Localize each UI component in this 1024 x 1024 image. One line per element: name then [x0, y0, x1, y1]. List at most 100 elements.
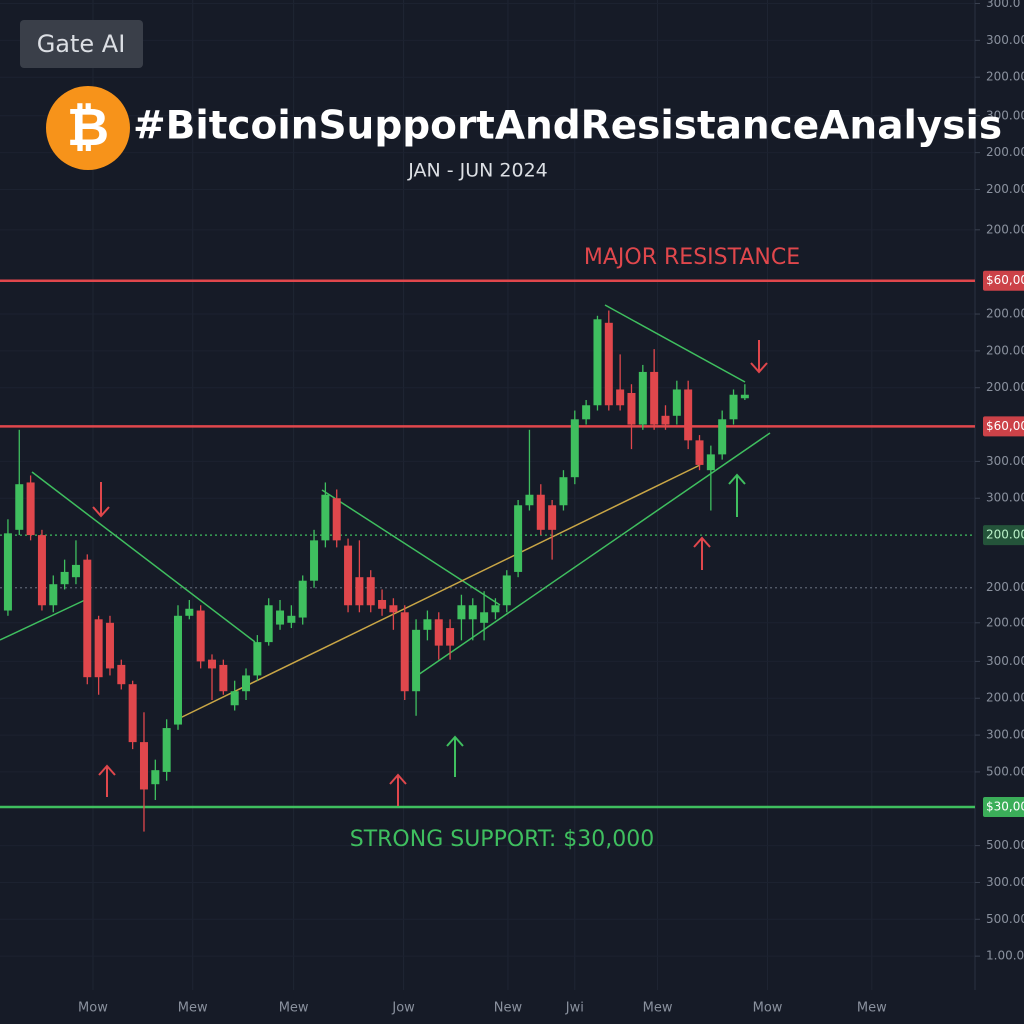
y-tick-label: 300.0 [986, 0, 1020, 10]
chart-title: #BitcoinSupportAndResistanceAnalysis [133, 104, 1002, 149]
candle-body [412, 629, 421, 692]
y-tick-label: 300.00 [986, 491, 1024, 505]
y-tick-label: 300.00 [986, 654, 1024, 668]
candle-body [514, 505, 523, 572]
level-badge [983, 270, 1024, 291]
x-tick-label: Mew [178, 1001, 208, 1016]
y-tick-label: 200.00 [986, 615, 1024, 629]
y-axis: 300.0 300.00 200.00 300.00 200.00 200.00 200.0… [975, 0, 1024, 963]
candle-body [729, 394, 738, 420]
arrow-up [98, 764, 116, 797]
x-tick-label: Jow [391, 1001, 415, 1016]
button-label[interactable]: Gate AI [37, 30, 126, 58]
candle-body [208, 659, 217, 669]
x-tick-label: Mew [857, 1001, 887, 1016]
level-badge [983, 416, 1024, 437]
candle-body [740, 394, 749, 399]
levels: $60,00 $60,00 200.00 200.00 $30,00 [0, 270, 1024, 818]
candle-body [264, 605, 273, 643]
chart-subtitle: JAN - JUN 2024 [407, 160, 548, 182]
candle-body [253, 642, 262, 676]
candle-body [616, 389, 625, 406]
x-tick-label: New [494, 1001, 523, 1016]
trendline [31, 471, 256, 643]
y-tick-label: 500.00 [986, 838, 1024, 852]
arrow-up [446, 735, 464, 777]
candle-body [355, 577, 364, 606]
candle-body [298, 580, 307, 618]
y-tick-label: 200.00 [986, 182, 1024, 196]
candle-body [185, 608, 194, 616]
x-tick-label: Mow [78, 1001, 108, 1016]
arrows [92, 340, 768, 806]
level-label: $60,00 [986, 273, 1024, 287]
candle-body [173, 615, 182, 725]
annotation: MAJOR RESISTANCE [584, 245, 800, 270]
candle-body [650, 371, 659, 425]
level-label: 200.00 [986, 528, 1024, 542]
candle-body [480, 612, 489, 623]
candle-body [559, 477, 568, 506]
arrow-down [750, 340, 768, 374]
candle-body [491, 605, 500, 613]
x-tick-label: Jwi [565, 1001, 584, 1016]
candle-body [344, 545, 353, 606]
candle-body [196, 610, 205, 662]
arrow-up [389, 773, 407, 806]
candle-body [71, 564, 80, 578]
candle-body [638, 371, 647, 425]
candle-body [502, 575, 511, 606]
candle-body [49, 584, 58, 606]
y-tick-label: 300.00 [986, 875, 1024, 889]
candle-body [593, 319, 602, 406]
candle-body [446, 628, 455, 646]
y-tick-label: 500.00 [986, 912, 1024, 926]
grid [92, 0, 873, 990]
candle-body [400, 612, 409, 692]
candle-body [117, 664, 126, 685]
y-tick-label: 200.00 [986, 380, 1024, 394]
candle-body [604, 322, 613, 406]
candle-body [219, 664, 228, 692]
candle-body [525, 494, 534, 506]
level-label: $30,00 [986, 800, 1024, 814]
trendline [179, 464, 701, 719]
candle-body [83, 559, 92, 678]
bitcoin-icon [46, 86, 130, 170]
candle-body [389, 605, 398, 613]
candle-body [536, 494, 545, 530]
level-label: $60,00 [986, 419, 1024, 433]
level-badge [983, 525, 1024, 546]
candle-body [105, 622, 114, 669]
candle-body [582, 405, 591, 420]
candle-body [15, 484, 24, 530]
candle-body [310, 540, 319, 581]
arrow-up [693, 536, 711, 570]
candle-body [718, 419, 727, 455]
candle-body [162, 728, 171, 772]
y-tick-label: 500.00 [986, 764, 1024, 778]
trendline [604, 304, 746, 383]
y-tick-label: 300.00 [986, 108, 1024, 122]
candle-body [684, 389, 693, 441]
level-badge [983, 797, 1024, 818]
candle-body [695, 440, 704, 465]
annotation: STRONG SUPPORT: $30,000 [350, 827, 655, 852]
candle-body [94, 619, 103, 678]
candle-body [706, 454, 715, 471]
candle-body [457, 605, 466, 620]
candles [3, 310, 749, 832]
candle-body [321, 494, 330, 541]
y-tick-label: 200.00 [986, 145, 1024, 159]
x-tick-label: Mew [279, 1001, 309, 1016]
candle-body [468, 605, 477, 620]
candle-body [139, 742, 148, 790]
candle-body [672, 389, 681, 416]
candle-body [627, 392, 636, 425]
y-tick-label: 300.00 [986, 33, 1024, 47]
arrow-up [728, 473, 746, 517]
button[interactable] [20, 20, 143, 68]
y-tick-label: 200.00 [986, 222, 1024, 236]
y-tick-label: 200.00 [986, 70, 1024, 84]
trendline [0, 599, 86, 641]
